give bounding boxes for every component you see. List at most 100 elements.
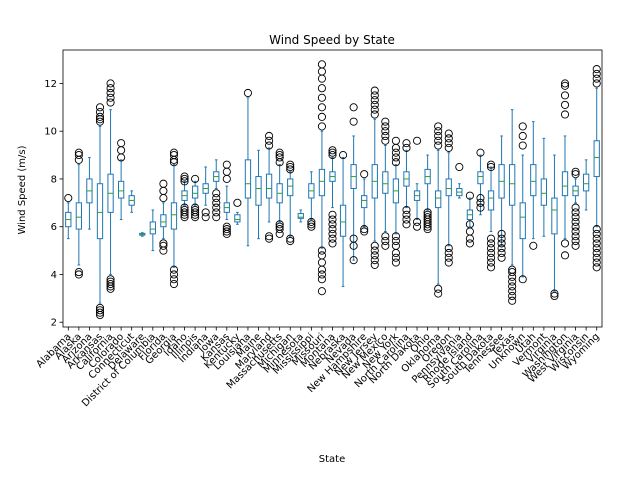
box-iqr — [265, 173, 273, 199]
box-flier — [592, 253, 601, 262]
box-flier — [275, 153, 284, 162]
box-flier — [222, 227, 231, 236]
box-flier — [169, 275, 179, 284]
box-flier — [486, 253, 496, 262]
box-flier — [169, 265, 179, 274]
box-flier — [201, 213, 210, 222]
box-iqr — [445, 178, 452, 197]
box-flier — [381, 136, 390, 145]
box-flier — [328, 148, 337, 157]
box-flier — [370, 105, 379, 114]
box-flier — [106, 279, 115, 289]
box-flier — [275, 225, 284, 234]
plot-area: 24681012AlabamaAlaskaArizonaArkansasCali… — [34, 60, 602, 409]
box-flier — [402, 143, 411, 152]
box-flier — [169, 148, 179, 157]
box-flier — [317, 287, 326, 296]
box-flier — [169, 270, 179, 279]
box-flier — [370, 246, 379, 255]
box-flier — [317, 265, 326, 274]
box-flier — [317, 270, 326, 279]
box-flier — [317, 103, 326, 112]
box-flier — [508, 296, 517, 305]
box-iqr — [318, 168, 326, 197]
box-flier — [307, 222, 316, 231]
box-flier — [391, 248, 400, 258]
box-flier — [317, 251, 326, 260]
box-iqr — [75, 202, 82, 230]
box-flier — [222, 225, 231, 234]
box-flier — [74, 148, 83, 157]
box-flier — [381, 117, 390, 126]
box-flier — [434, 127, 443, 136]
box-flier — [486, 248, 496, 258]
box-flier — [518, 122, 527, 131]
box-flier — [560, 239, 570, 248]
box-flier — [592, 263, 601, 272]
box-flier — [117, 139, 126, 148]
box-flier — [381, 232, 390, 241]
box-iqr — [244, 159, 252, 199]
box-flier — [402, 139, 411, 148]
box-flier — [381, 236, 390, 246]
box-flier — [423, 208, 432, 217]
box-flier — [95, 108, 105, 117]
box-flier — [212, 189, 221, 198]
box-flier — [328, 220, 337, 229]
box-flier — [571, 227, 580, 236]
box-flier — [402, 205, 411, 215]
box-flier — [180, 205, 189, 215]
box-flier — [106, 275, 115, 284]
box-flier — [592, 239, 601, 248]
box-flier — [317, 122, 326, 131]
plot-frame — [62, 49, 603, 328]
box-flier — [571, 208, 580, 217]
box-flier — [106, 88, 115, 98]
box-flier — [169, 151, 179, 160]
box-flier — [571, 203, 580, 212]
box-flier — [159, 194, 168, 203]
box-flier — [222, 160, 231, 169]
box-flier — [307, 217, 316, 226]
box-flier — [465, 227, 474, 236]
box-iqr — [361, 195, 368, 209]
box-flier — [560, 91, 570, 100]
box-flier — [265, 131, 274, 141]
box-flier — [423, 213, 432, 222]
box-flier — [95, 103, 105, 112]
box-flier — [423, 210, 432, 219]
box-flier — [328, 210, 337, 219]
box-iqr — [519, 202, 526, 240]
y-tick-label: 10 — [44, 127, 57, 138]
box-iqr — [561, 171, 569, 197]
box-flier — [434, 131, 443, 141]
box-iqr — [170, 202, 178, 230]
box-flier — [497, 253, 506, 262]
box-iqr — [160, 214, 167, 228]
box-flier — [328, 225, 337, 234]
box-flier — [317, 112, 326, 121]
chart-title: Wind Speed by State — [269, 33, 395, 47]
box-flier — [265, 141, 274, 150]
box-flier — [486, 244, 496, 253]
box-flier — [391, 258, 400, 267]
box-flier — [571, 222, 580, 231]
box-flier — [222, 222, 231, 231]
box-flier — [370, 241, 379, 250]
box-flier — [201, 208, 210, 217]
box-iqr — [477, 171, 484, 185]
box-iqr — [435, 190, 442, 209]
box-flier — [465, 220, 474, 229]
box-flier — [571, 217, 580, 226]
box-flier — [508, 287, 517, 296]
box-flier — [444, 143, 453, 152]
box-flier — [180, 203, 189, 212]
box-iqr — [593, 140, 600, 178]
box-flier — [486, 263, 496, 272]
box-flier — [518, 275, 527, 284]
box-flier — [64, 194, 73, 203]
box-flier — [180, 172, 189, 181]
box-flier — [391, 143, 400, 152]
box-flier — [360, 227, 369, 236]
box-flier — [159, 241, 168, 250]
